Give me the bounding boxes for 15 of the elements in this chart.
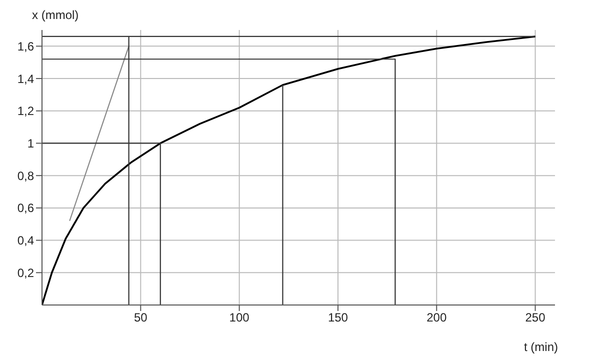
x-tick-label: 250 (525, 310, 546, 325)
y-tick-label: 0,2 (17, 266, 34, 280)
x-tick-label: 100 (229, 310, 250, 325)
y-axis-title: x (mmol) (32, 8, 79, 22)
x-tick-label: 200 (426, 310, 447, 325)
y-tick-label: 1,4 (17, 72, 34, 86)
x-tick-label: 150 (328, 310, 348, 325)
y-tick-label: 0,6 (17, 201, 34, 216)
y-tick-label: 0,4 (17, 234, 34, 248)
y-tick-label: 0,8 (17, 168, 34, 183)
y-tick-label: 1,6 (17, 39, 34, 54)
x-tick-label: 50 (134, 310, 148, 325)
y-tick-label: 1 (27, 136, 34, 150)
y-tick-label: 1,2 (17, 104, 34, 118)
x-axis-title: t (min) (524, 340, 558, 354)
